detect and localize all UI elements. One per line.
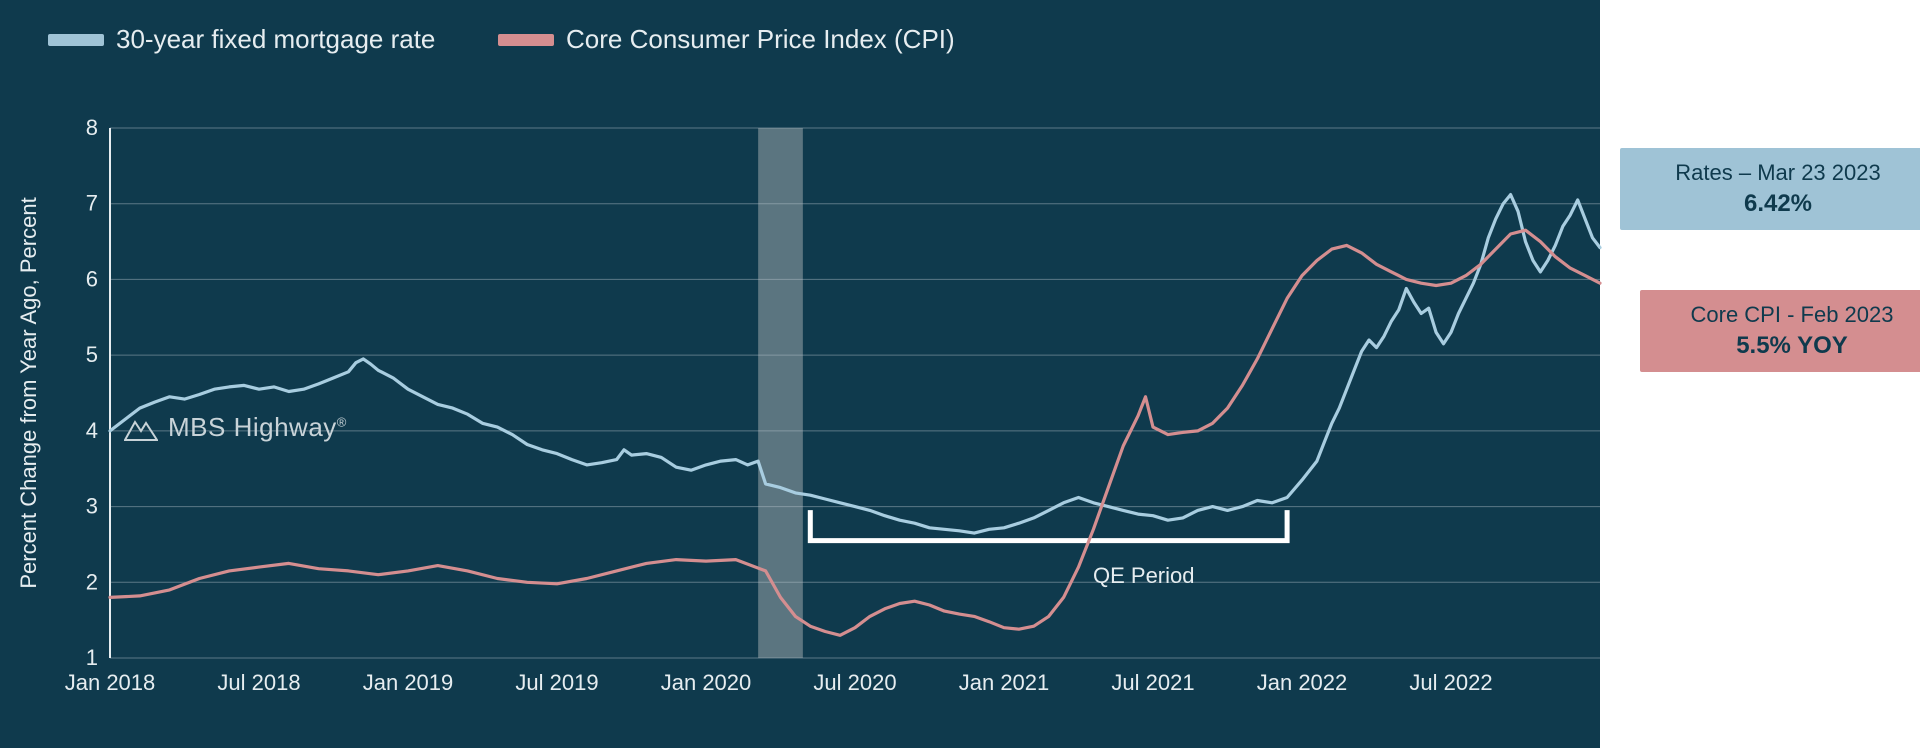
svg-text:Percent Change from Year Ago,: Percent Change from Year Ago, Percent [16, 197, 41, 588]
qe-period-label: QE Period [1093, 563, 1195, 589]
mountain-icon [124, 415, 158, 441]
svg-text:5: 5 [86, 342, 98, 367]
callout-rates: Rates – Mar 23 2023 6.42% [1620, 148, 1920, 230]
watermark-mbs-highway: MBS Highway® [124, 412, 347, 443]
svg-text:Jul 2020: Jul 2020 [813, 670, 896, 695]
svg-text:8: 8 [86, 115, 98, 140]
svg-text:4: 4 [86, 418, 98, 443]
svg-text:2: 2 [86, 569, 98, 594]
svg-text:Jan 2020: Jan 2020 [661, 670, 752, 695]
svg-text:7: 7 [86, 191, 98, 216]
callout-cpi: Core CPI - Feb 2023 5.5% YOY [1640, 290, 1920, 372]
callout-value: 6.42% [1638, 188, 1918, 220]
svg-text:3: 3 [86, 494, 98, 519]
callout-title: Core CPI - Feb 2023 [1658, 300, 1920, 330]
watermark-text: MBS Highway [168, 412, 337, 442]
callout-value: 5.5% YOY [1658, 330, 1920, 362]
callout-title: Rates – Mar 23 2023 [1638, 158, 1918, 188]
line-chart: 1 2 3 4 5 6 7 8 Jan 2018 Jul 2018 Jan 2019 Jul 2019… [0, 0, 1920, 748]
svg-text:Jan 2022: Jan 2022 [1257, 670, 1348, 695]
svg-text:6: 6 [86, 266, 98, 291]
svg-text:Jul 2021: Jul 2021 [1111, 670, 1194, 695]
svg-text:Jul 2018: Jul 2018 [217, 670, 300, 695]
watermark-reg: ® [337, 414, 347, 429]
svg-text:Jul 2019: Jul 2019 [515, 670, 598, 695]
svg-text:1: 1 [86, 645, 98, 670]
svg-text:Jan 2019: Jan 2019 [363, 670, 454, 695]
chart-root: 30-year fixed mortgage rate Core Consume… [0, 0, 1920, 748]
svg-text:Jan 2021: Jan 2021 [959, 670, 1050, 695]
svg-text:Jul 2022: Jul 2022 [1409, 670, 1492, 695]
svg-text:Jan 2018: Jan 2018 [65, 670, 156, 695]
